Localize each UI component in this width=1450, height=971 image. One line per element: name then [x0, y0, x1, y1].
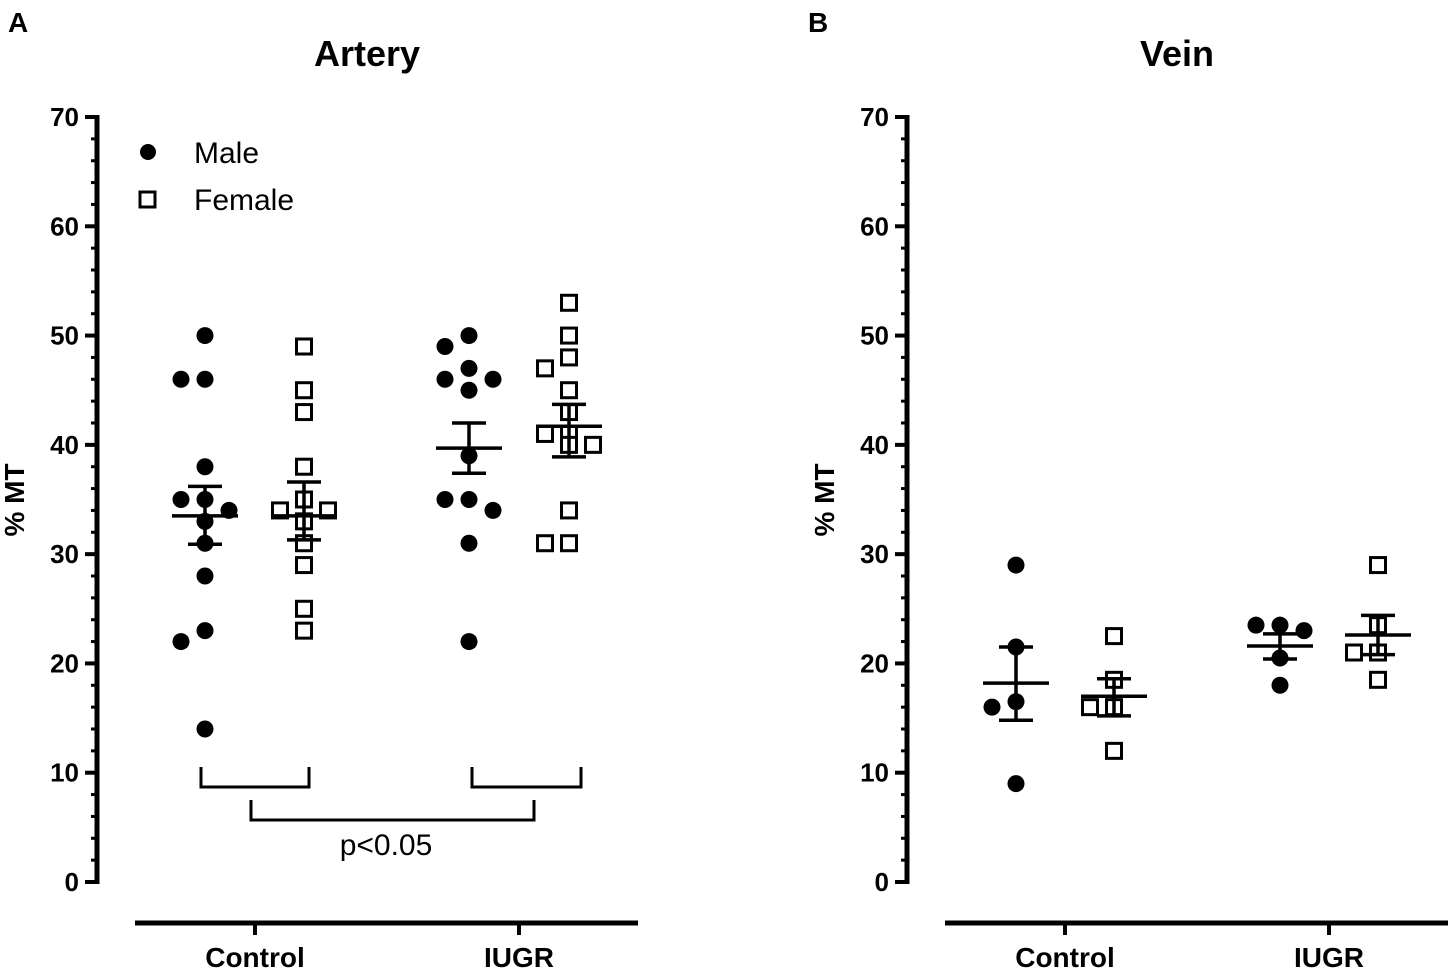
data-point-female — [1369, 556, 1387, 575]
y-tick-label: 70 — [50, 102, 79, 132]
data-point-female — [560, 326, 578, 345]
y-tick-label: 10 — [50, 758, 79, 788]
y-tick-label: 0 — [65, 867, 79, 897]
significance-bracket: p<0.05 — [199, 767, 583, 862]
data-point-male — [172, 491, 190, 508]
bracket-between-groups — [249, 800, 536, 822]
p-value-label: p<0.05 — [340, 829, 433, 862]
data-point-female — [1345, 643, 1363, 662]
x-tick-label: IUGR — [484, 942, 554, 971]
data-point-female — [295, 599, 313, 618]
data-point-male — [172, 370, 190, 388]
panel-letter-b: B — [808, 7, 828, 38]
data-point-female — [295, 556, 313, 575]
legend: Male Female — [138, 137, 294, 217]
y-tick-label: 50 — [860, 321, 889, 351]
data-point-male — [1271, 616, 1289, 634]
data-point-female — [560, 381, 578, 400]
data-point-female — [295, 457, 313, 476]
y-axis-title-artery: % MT — [0, 463, 30, 536]
legend-label-female: Female — [194, 184, 294, 217]
panel-letter-a: A — [8, 7, 28, 38]
bracket-iugr — [470, 767, 583, 789]
data-point-male — [460, 491, 478, 508]
data-point-male — [196, 458, 214, 476]
data-point-male — [436, 370, 454, 388]
data-point-female — [536, 424, 554, 443]
data-point-female — [1105, 741, 1123, 760]
data-point-male — [436, 491, 454, 508]
data-point-male — [196, 370, 214, 388]
data-point-female — [560, 501, 578, 520]
y-axis-title-vein: % MT — [809, 463, 840, 536]
data-point-male — [196, 720, 214, 738]
y-tick-label: 70 — [860, 102, 889, 132]
data-point-female — [295, 337, 313, 356]
data-point-male — [484, 501, 502, 519]
data-point-male — [460, 534, 478, 552]
data-point-male — [1007, 556, 1025, 574]
x-tick-label: IUGR — [1294, 942, 1364, 971]
data-point-female — [1105, 627, 1123, 646]
legend-marker-female — [138, 190, 157, 209]
data-point-male — [196, 327, 214, 345]
legend-marker-male — [140, 144, 156, 160]
data-point-male — [460, 359, 478, 377]
x-tick-label: Control — [205, 942, 305, 971]
y-tick-label: 60 — [50, 211, 79, 241]
y-tick-label: 20 — [860, 648, 889, 678]
y-tick-label: 40 — [50, 430, 79, 460]
panel-title-artery: Artery — [314, 33, 420, 74]
panel-vein: B Vein % MT 0 10 20 30 40 50 60 70 Control IUGR — [808, 7, 1448, 971]
data-point-female — [536, 534, 554, 553]
y-tick-label: 10 — [860, 758, 889, 788]
y-tick-label: 20 — [50, 648, 79, 678]
y-tick-label: 30 — [860, 539, 889, 569]
data-point-male — [196, 622, 214, 640]
data-point-male — [983, 698, 1001, 716]
data-point-male — [1271, 676, 1289, 694]
panel-title-vein: Vein — [1140, 33, 1214, 74]
y-tick-label: 0 — [875, 867, 889, 897]
data-point-female — [1369, 670, 1387, 689]
data-point-male — [436, 338, 454, 355]
data-point-female — [295, 381, 313, 400]
data-point-male — [1007, 775, 1025, 793]
legend-label-male: Male — [194, 137, 259, 170]
data-point-female — [295, 621, 313, 640]
data-point-female — [584, 435, 602, 454]
data-point-male — [484, 370, 502, 388]
y-tick-label: 30 — [50, 539, 79, 569]
data-point-female — [560, 534, 578, 553]
data-point-male — [460, 633, 478, 651]
x-tick-label: Control — [1015, 942, 1115, 971]
data-point-male — [196, 567, 214, 585]
panel-artery: A Artery % MT Male Female p<0.05 0 10 20 30… — [0, 7, 638, 971]
y-tick-label: 50 — [50, 321, 79, 351]
data-point-male — [172, 633, 190, 651]
data-point-female — [1081, 698, 1099, 717]
data-point-female — [560, 348, 578, 367]
data-point-female — [560, 293, 578, 312]
bracket-control — [199, 767, 311, 789]
data-point-female — [536, 359, 554, 378]
y-tick-label: 40 — [860, 430, 889, 460]
y-tick-label: 60 — [860, 211, 889, 241]
data-point-male — [460, 327, 478, 345]
data-point-male — [460, 381, 478, 399]
data-point-male — [1247, 616, 1265, 634]
data-point-male — [1295, 622, 1313, 640]
data-point-female — [295, 403, 313, 422]
